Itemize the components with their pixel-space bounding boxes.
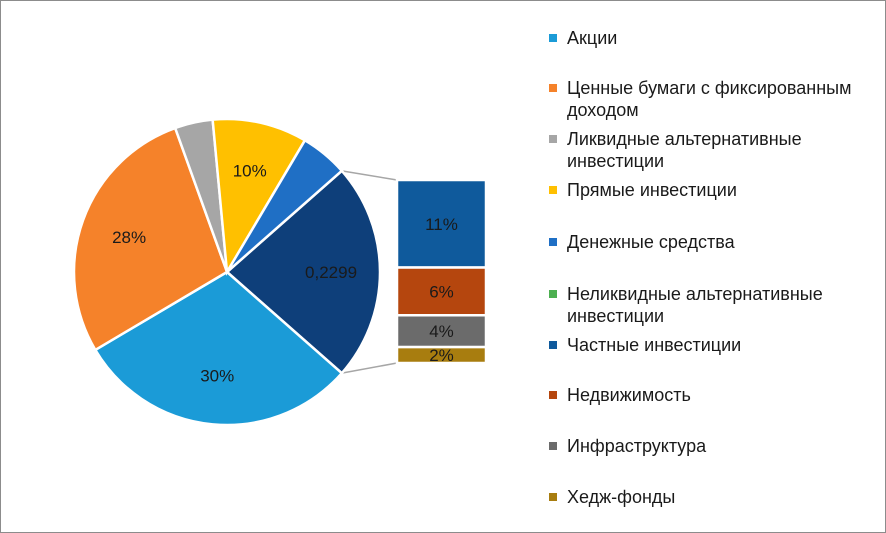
legend-swatch [549, 84, 557, 92]
legend-label: Частные инвестиции [567, 335, 742, 355]
breakout-data-label-3: 2% [429, 346, 454, 365]
legend-swatch [549, 135, 557, 143]
legend-swatch [549, 442, 557, 450]
breakout-data-label-0: 11% [425, 215, 458, 234]
pie-data-label-0: 30% [200, 367, 234, 386]
pie-slice-1 [72, 126, 229, 352]
pie-slice-3 [211, 117, 307, 276]
legend-label: Акции [567, 28, 618, 48]
legend-label: Неликвидные альтернативные инвестиции [567, 284, 823, 326]
legend-swatch [549, 186, 557, 194]
legend-swatch [549, 290, 557, 298]
breakout-data-label-1: 6% [429, 282, 454, 301]
legend-swatch [549, 238, 557, 246]
legend-swatch [549, 391, 557, 399]
legend-label: Прямые инвестиции [567, 180, 737, 200]
legend-label: Недвижимость [567, 385, 691, 405]
pie-data-label-1: 28% [112, 228, 146, 247]
pie-slice-0 [93, 270, 344, 427]
legend-label: Ликвидные альтернативные инвестиции [567, 129, 802, 171]
connector-line-bottom [341, 362, 398, 374]
legend-label: Ценные бумаги с фиксированным доходом [567, 78, 852, 120]
pie-slice-4 [225, 138, 344, 273]
pie-data-label-3: 10% [233, 161, 267, 180]
legend-swatch [549, 34, 557, 42]
legend-label: Хедж-фонды [567, 487, 676, 507]
pie-data-label-6: 0,2299 [305, 263, 357, 282]
legend-swatch [549, 493, 557, 501]
breakout-data-label-2: 4% [429, 322, 454, 341]
pie-slice-6 [225, 169, 382, 375]
legend-swatch [549, 341, 557, 349]
breakout-bar-segment-2 [395, 314, 488, 349]
breakout-bar-segment-3 [395, 345, 488, 365]
breakout-bar-segment-1 [395, 266, 488, 317]
legend-label: Денежные средства [567, 232, 735, 252]
connector-line-top [341, 170, 398, 181]
legend-label: Инфраструктура [567, 436, 707, 456]
